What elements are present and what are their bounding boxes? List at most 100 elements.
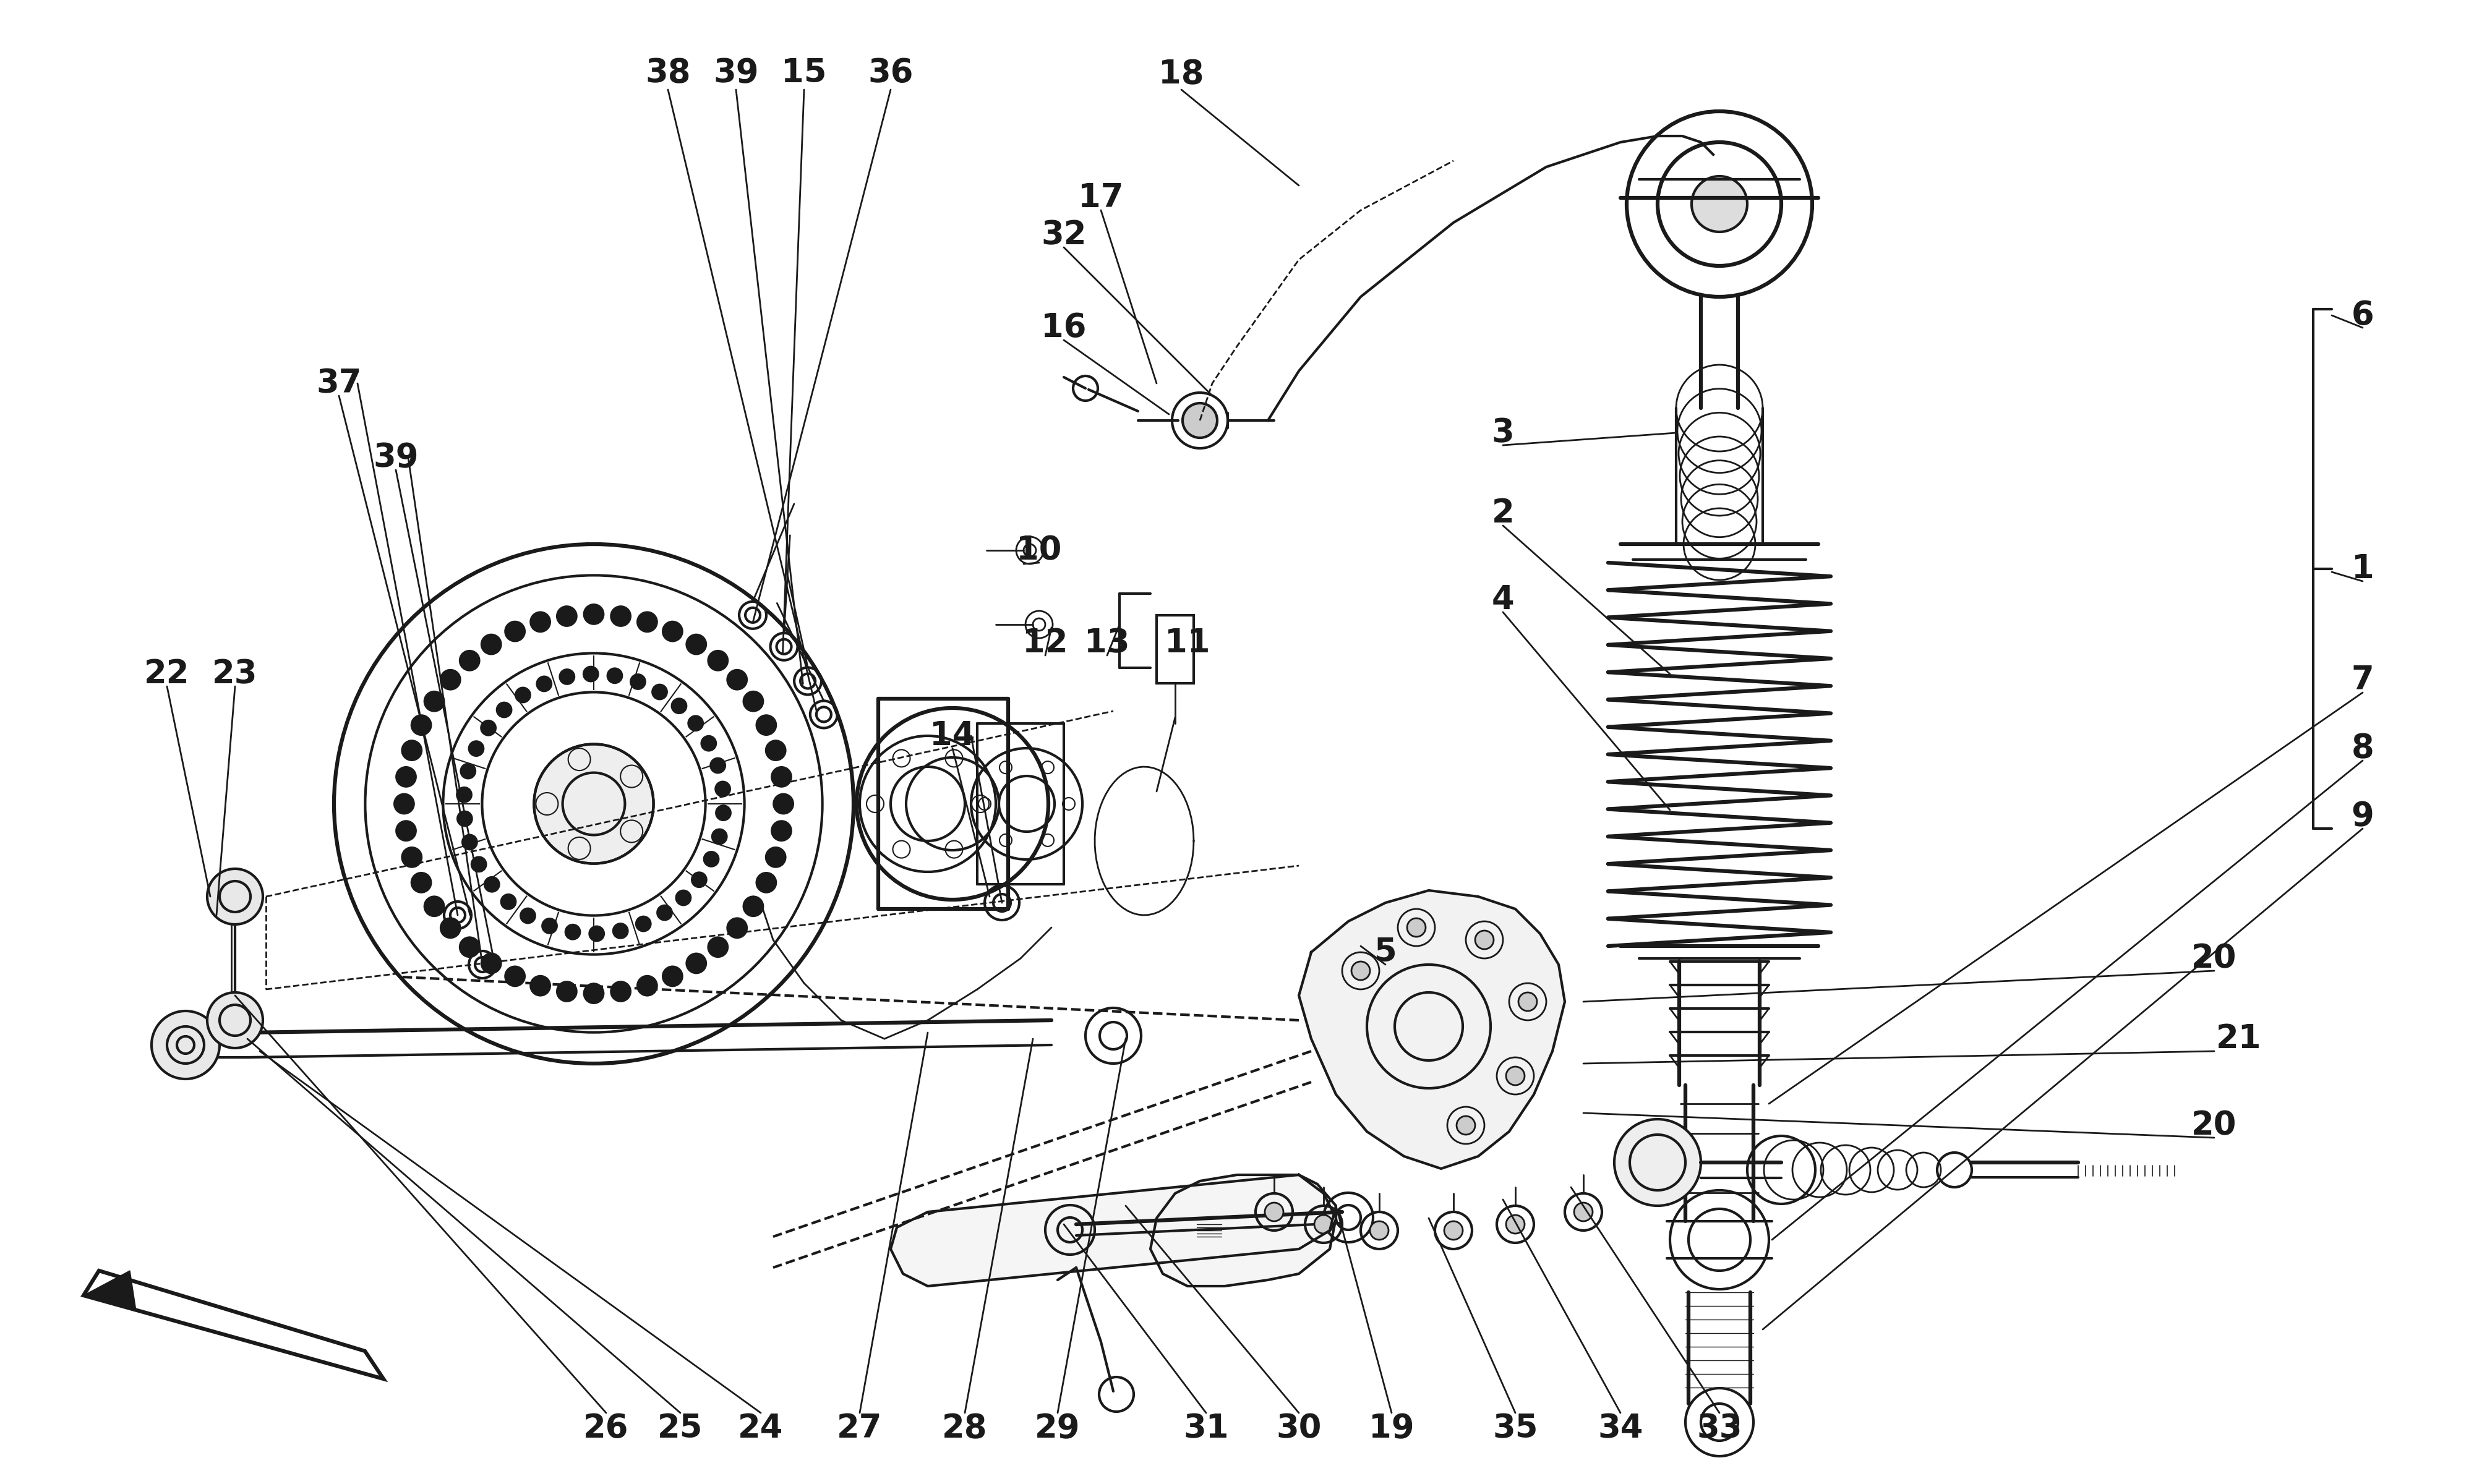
Text: 20: 20	[2192, 942, 2236, 975]
Circle shape	[713, 830, 727, 844]
Circle shape	[529, 976, 549, 996]
Circle shape	[537, 677, 552, 692]
Circle shape	[208, 868, 262, 925]
Text: 35: 35	[1492, 1413, 1539, 1444]
Text: 15: 15	[782, 56, 826, 89]
Circle shape	[638, 976, 658, 996]
Text: 17: 17	[1079, 181, 1123, 214]
Text: 11: 11	[1165, 626, 1210, 659]
Polygon shape	[891, 1175, 1336, 1287]
Circle shape	[708, 650, 727, 671]
Circle shape	[396, 821, 416, 841]
Circle shape	[675, 890, 690, 905]
Circle shape	[534, 743, 653, 864]
Circle shape	[638, 611, 658, 632]
Circle shape	[401, 847, 421, 867]
Circle shape	[658, 905, 673, 920]
Circle shape	[700, 736, 715, 751]
Circle shape	[631, 674, 646, 689]
Circle shape	[742, 692, 762, 711]
Circle shape	[440, 669, 460, 690]
Circle shape	[584, 604, 604, 625]
Circle shape	[426, 896, 445, 916]
Circle shape	[393, 794, 413, 813]
Text: 26: 26	[584, 1413, 628, 1444]
Circle shape	[473, 856, 487, 871]
Circle shape	[1351, 962, 1371, 979]
Circle shape	[653, 684, 668, 699]
Circle shape	[505, 622, 524, 641]
Circle shape	[1371, 1221, 1388, 1239]
Circle shape	[589, 926, 604, 941]
Circle shape	[396, 767, 416, 787]
Text: 7: 7	[2350, 665, 2375, 696]
Circle shape	[411, 873, 430, 892]
Text: 5: 5	[1373, 936, 1398, 968]
Circle shape	[663, 622, 683, 641]
Circle shape	[505, 966, 524, 987]
Polygon shape	[1150, 1175, 1336, 1287]
Circle shape	[606, 668, 621, 683]
Text: 24: 24	[737, 1413, 784, 1444]
Circle shape	[458, 812, 473, 827]
Text: 20: 20	[2192, 1110, 2236, 1141]
Text: 28: 28	[943, 1413, 987, 1444]
Circle shape	[636, 917, 651, 932]
Text: 27: 27	[836, 1413, 883, 1444]
Circle shape	[151, 1011, 220, 1079]
Text: 12: 12	[1022, 626, 1069, 659]
Text: 39: 39	[713, 56, 760, 89]
Circle shape	[611, 607, 631, 626]
Circle shape	[705, 852, 720, 867]
Circle shape	[485, 877, 500, 892]
Text: 37: 37	[317, 367, 361, 399]
Text: 39: 39	[374, 442, 418, 473]
Circle shape	[710, 758, 725, 773]
FancyBboxPatch shape	[1158, 616, 1192, 683]
Text: 6: 6	[2350, 300, 2375, 331]
Text: 36: 36	[868, 56, 913, 89]
Circle shape	[460, 650, 480, 671]
Text: 8: 8	[2350, 732, 2375, 764]
Text: 3: 3	[1492, 417, 1514, 448]
Text: 29: 29	[1034, 1413, 1081, 1444]
Circle shape	[1507, 1215, 1524, 1233]
Circle shape	[774, 794, 794, 813]
Text: 1: 1	[2350, 552, 2375, 585]
Polygon shape	[84, 1270, 136, 1310]
Circle shape	[520, 908, 534, 923]
Circle shape	[1475, 930, 1494, 950]
Circle shape	[1445, 1221, 1462, 1239]
Circle shape	[757, 715, 777, 735]
Circle shape	[742, 896, 762, 916]
Text: 10: 10	[1017, 534, 1061, 567]
Circle shape	[663, 966, 683, 987]
Circle shape	[557, 981, 576, 1002]
Text: 22: 22	[143, 657, 190, 690]
Circle shape	[208, 993, 262, 1048]
Circle shape	[1314, 1215, 1333, 1233]
Circle shape	[411, 715, 430, 735]
Circle shape	[693, 873, 708, 887]
Circle shape	[559, 669, 574, 684]
Circle shape	[502, 895, 517, 910]
Circle shape	[715, 806, 730, 821]
Polygon shape	[1299, 890, 1566, 1169]
Circle shape	[529, 611, 549, 632]
Circle shape	[772, 767, 792, 787]
Circle shape	[708, 938, 727, 957]
Circle shape	[1507, 1067, 1524, 1085]
Circle shape	[767, 847, 787, 867]
Circle shape	[757, 873, 777, 892]
Circle shape	[1183, 404, 1217, 438]
Circle shape	[460, 938, 480, 957]
Text: 34: 34	[1598, 1413, 1643, 1444]
Circle shape	[727, 669, 747, 690]
Circle shape	[1457, 1116, 1475, 1135]
Circle shape	[727, 919, 747, 938]
Circle shape	[685, 953, 705, 974]
Circle shape	[458, 788, 473, 803]
Text: 21: 21	[2217, 1022, 2261, 1055]
Text: 38: 38	[646, 56, 690, 89]
Circle shape	[685, 635, 705, 654]
